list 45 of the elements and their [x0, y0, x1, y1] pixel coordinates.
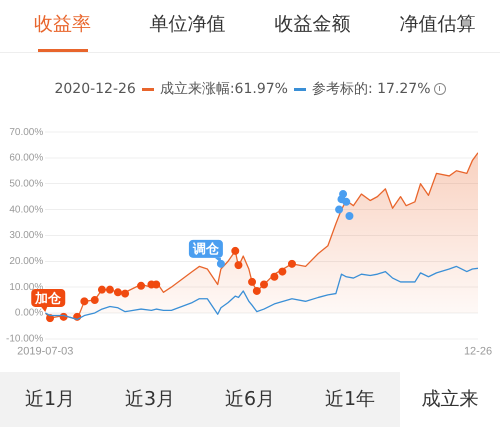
text: 近6月 — [224, 387, 276, 412]
point — [234, 261, 242, 270]
annotation: 调仓 — [192, 242, 220, 258]
y-tick-label: 50.00% — [9, 178, 44, 190]
point — [248, 278, 256, 286]
point — [339, 190, 348, 198]
text: 近3月 — [124, 387, 176, 412]
point — [260, 280, 268, 289]
point — [121, 290, 130, 298]
chart-subtitle: 2020-12-26 — [54, 81, 136, 97]
y-tick-label: 40.00% — [9, 204, 44, 216]
y-tick-label: 20.00% — [9, 256, 44, 267]
text: 成立来 — [400, 372, 500, 427]
point — [345, 212, 354, 220]
text: 收益率 — [0, 0, 125, 52]
y-tick-label: 10.00% — [9, 282, 44, 293]
text: 近1年 — [324, 387, 376, 412]
point — [342, 198, 350, 206]
point — [106, 286, 114, 294]
point — [335, 206, 344, 214]
x-tick-label: 2019-07-03 — [17, 345, 74, 358]
text: 净值估算 — [398, 12, 476, 37]
legend-label: 参考标的: 17.27% — [312, 81, 431, 97]
x-tick-label: 12-26 — [464, 345, 492, 358]
point — [114, 288, 122, 296]
y-tick-label: 30.00% — [9, 230, 44, 242]
point — [270, 272, 278, 281]
point — [216, 260, 225, 268]
y-tick-label: 70.00% — [9, 126, 44, 138]
point — [278, 268, 286, 276]
point — [98, 286, 106, 294]
point — [252, 286, 261, 295]
legend-label: 成立来涨幅:61.97% — [160, 81, 288, 97]
point — [137, 282, 146, 290]
point — [90, 296, 99, 304]
point — [231, 246, 240, 255]
annotation: 加仓 — [34, 291, 62, 306]
y-tick-label: 60.00% — [9, 152, 44, 164]
text: 收益金额 — [274, 12, 352, 37]
point — [288, 260, 296, 268]
y-tick-label: 0.00% — [14, 308, 44, 319]
text: 单位净值 — [148, 12, 226, 37]
y-tick-label: -10.00% — [6, 334, 44, 345]
point — [80, 297, 88, 306]
text: 近1月 — [24, 387, 76, 412]
